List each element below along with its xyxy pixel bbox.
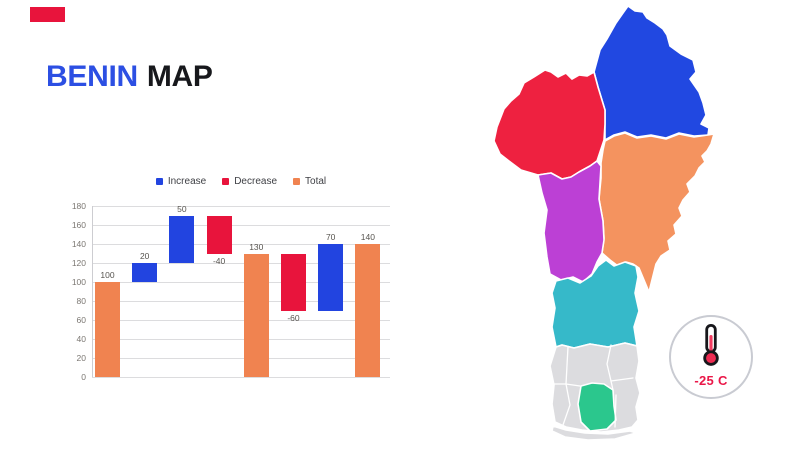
y-axis-tick-label: 40 (76, 334, 86, 344)
y-axis-line (92, 206, 93, 377)
y-axis-tick-label: 20 (76, 353, 86, 363)
region-atlantique (577, 382, 617, 432)
department-border-line (610, 380, 614, 391)
temperature-label: -25 C (694, 373, 728, 388)
legend-label: Total (305, 176, 327, 187)
chart-bar-increase (169, 215, 195, 263)
chart-legend: Increase Decrease Total (92, 176, 390, 187)
department-border-line (606, 344, 612, 382)
y-axis-tick-label: 160 (71, 220, 86, 230)
y-axis-tick-label: 180 (71, 201, 86, 211)
chart-bar-total (243, 253, 269, 377)
gridline (92, 206, 390, 207)
gridline (92, 244, 390, 245)
chart-bar-total (355, 244, 381, 377)
region-donga (537, 160, 605, 283)
department-border-line (614, 394, 617, 428)
gridline (92, 282, 390, 283)
region-atacora (493, 69, 606, 180)
chart-bar-decrease (281, 253, 306, 311)
benin-map (493, 5, 715, 441)
department-border-line (562, 383, 571, 426)
region-alibori (593, 5, 710, 141)
legend-label: Decrease (234, 176, 278, 187)
gridline (92, 377, 390, 378)
chart-bar-increase (132, 263, 158, 282)
gridline (92, 358, 390, 359)
gridline (92, 263, 390, 264)
region-littoral-strip (551, 425, 637, 441)
gridline (92, 301, 390, 302)
bar-value-label: 20 (139, 251, 150, 261)
chart-bar-increase (318, 244, 344, 311)
gridline (92, 225, 390, 226)
legend-swatch-icon (155, 178, 163, 185)
bar-value-label: -60 (287, 312, 300, 323)
department-border-line (610, 377, 634, 382)
page-title: BENIN MAP (46, 60, 213, 94)
y-axis-tick-label: 140 (71, 239, 86, 249)
gridline (92, 320, 390, 321)
chart-bar-total (95, 282, 120, 377)
bar-value-label: 140 (360, 232, 375, 242)
department-border-line (565, 346, 569, 385)
thermometer-icon (703, 324, 719, 366)
y-axis-tick-label: 80 (76, 296, 86, 306)
legend-item-total: Total (293, 176, 326, 187)
bar-value-label: 50 (177, 203, 187, 214)
legend-swatch-icon (293, 178, 301, 185)
gridline (92, 339, 390, 340)
bar-value-label: 100 (100, 270, 115, 280)
bar-value-label: -40 (212, 255, 226, 266)
waterfall-chart: Increase Decrease Total 0 20 40 60 80 100 120 140… (0, 0, 420, 400)
corner-accent-rectangle (30, 7, 65, 22)
title-word-map: MAP (146, 60, 213, 93)
title-word-benin: BENIN (46, 60, 138, 93)
y-axis-tick-label: 0 (81, 372, 86, 382)
y-axis-tick-label: 100 (71, 277, 86, 287)
y-axis-tick-label: 120 (71, 258, 86, 268)
legend-swatch-icon (222, 178, 230, 185)
bar-value-label: 130 (249, 241, 264, 252)
y-axis-tick-label: 60 (76, 315, 86, 325)
region-collines (551, 259, 640, 349)
bar-value-label: 70 (325, 232, 336, 242)
legend-label: Increase (167, 176, 207, 187)
temperature-badge: -25 C (669, 315, 753, 399)
legend-item-increase: Increase (155, 176, 207, 187)
legend-item-decrease: Decrease (222, 176, 277, 187)
chart-bar-decrease (206, 215, 232, 254)
